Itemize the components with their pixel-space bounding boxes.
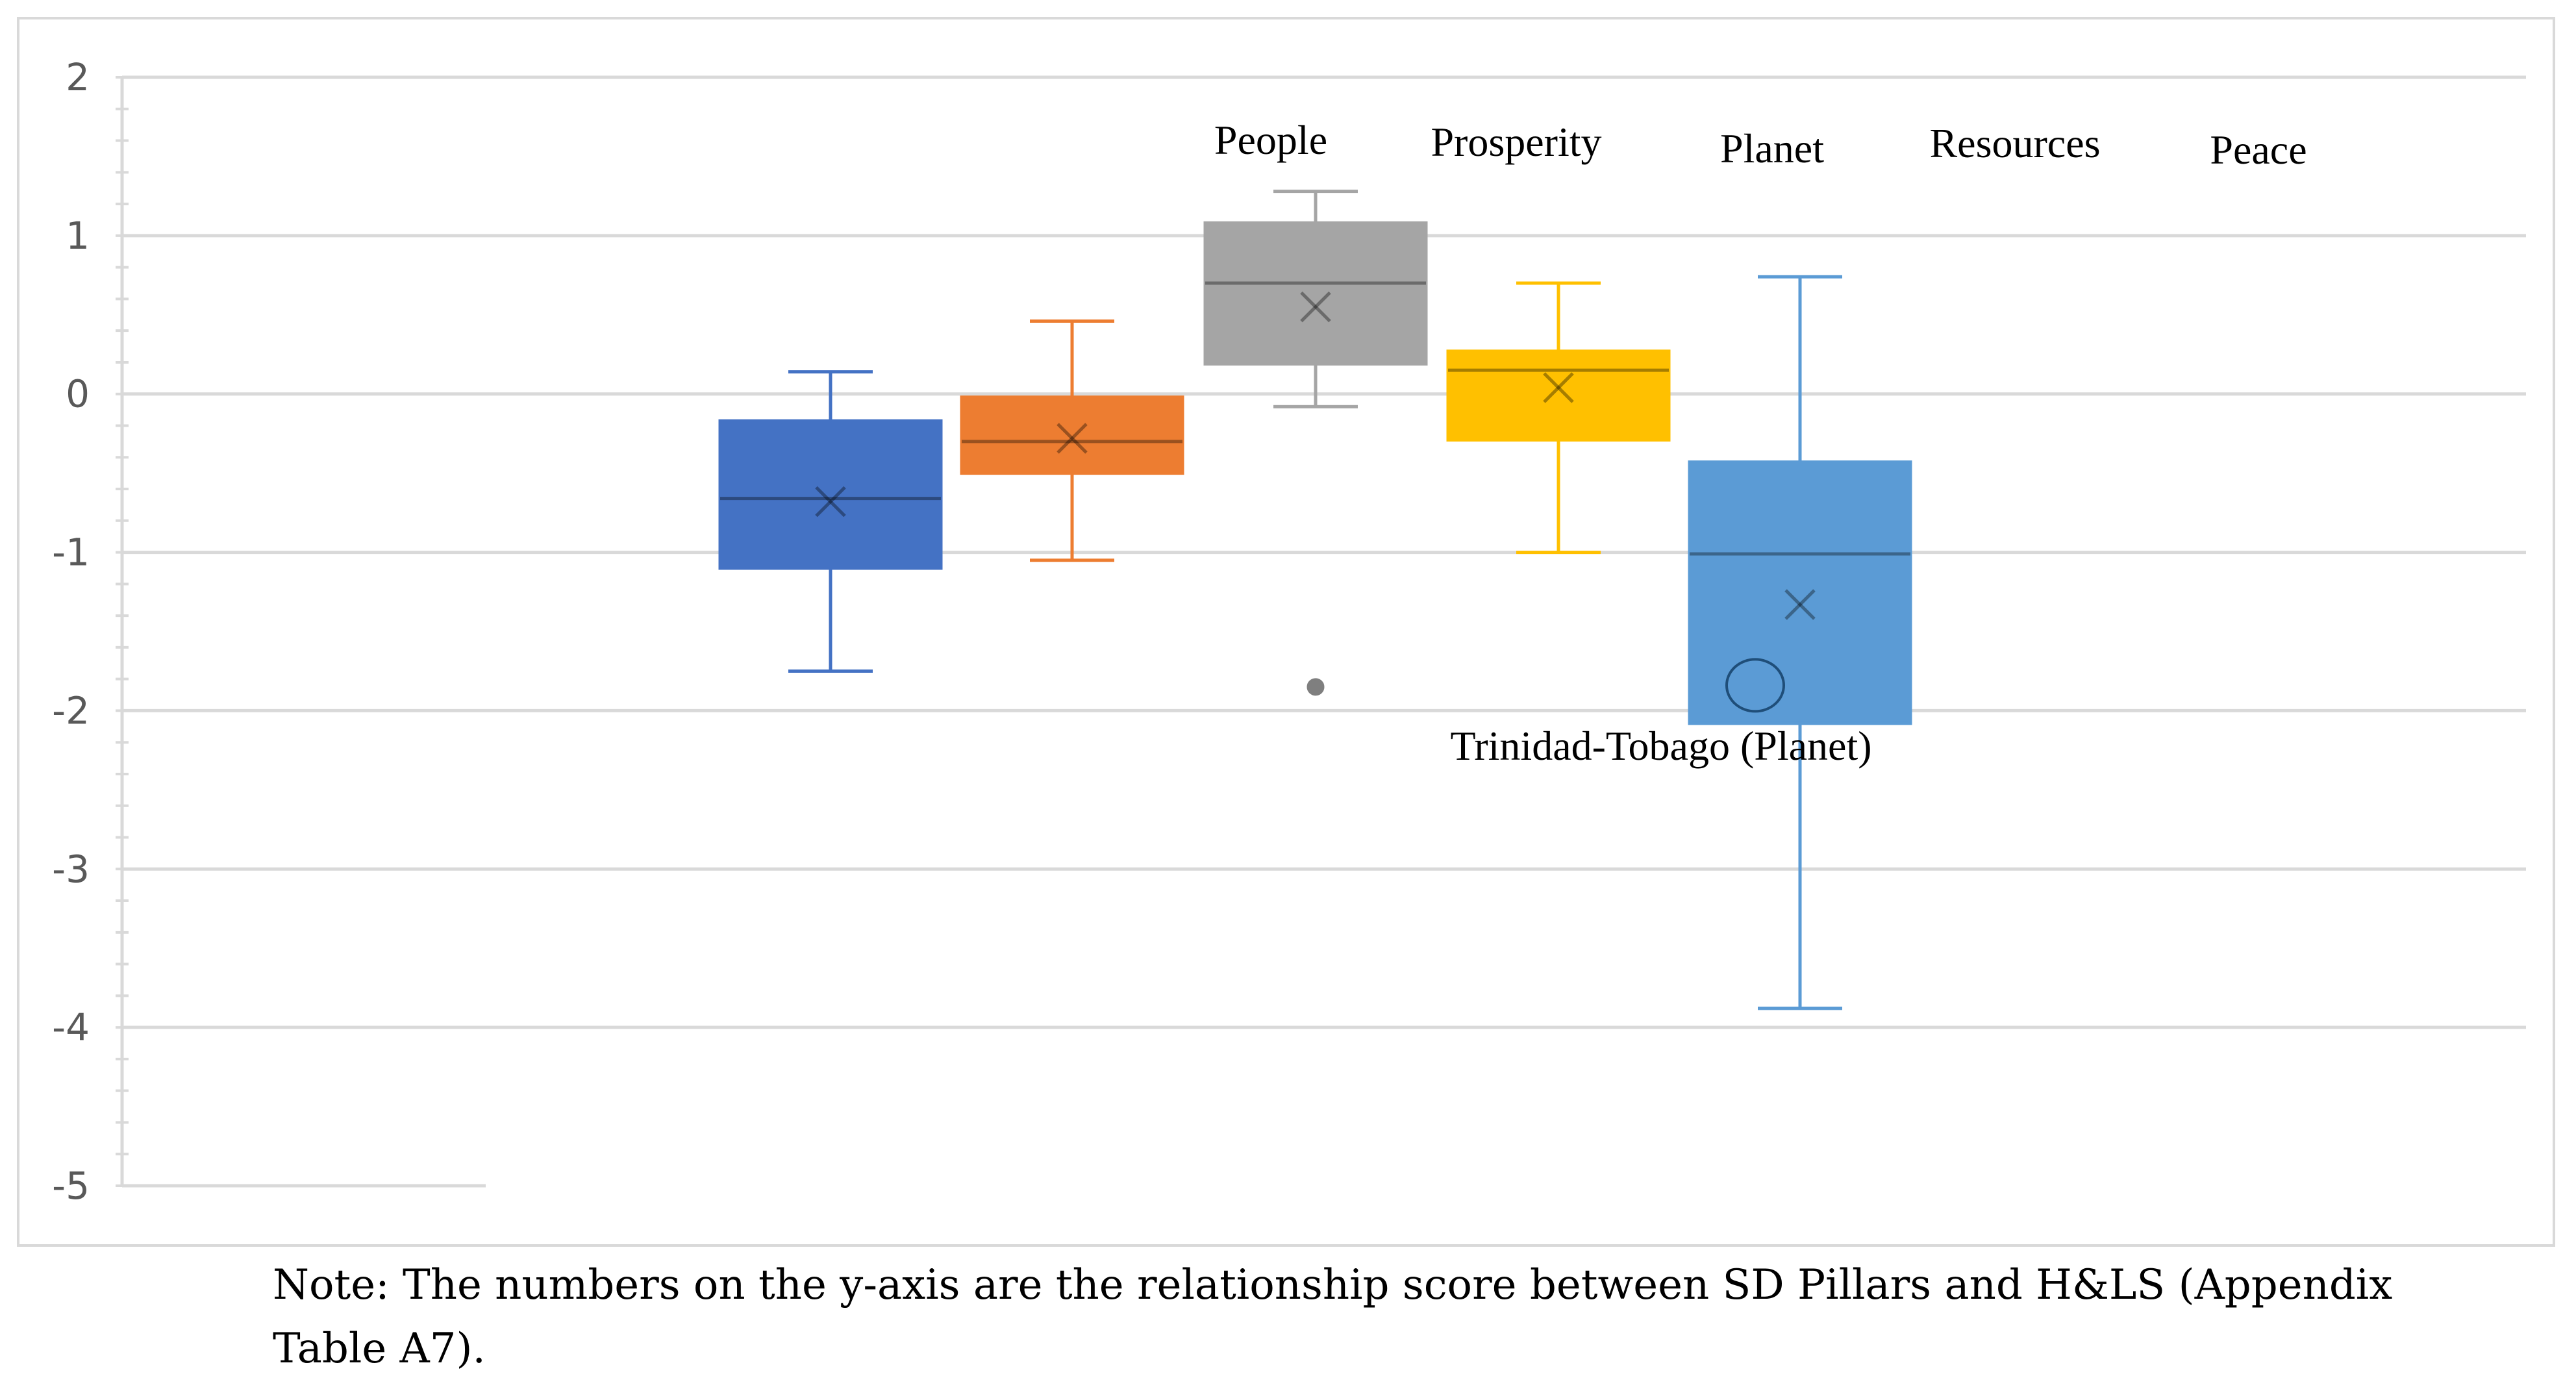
box-4	[1446, 281, 1671, 555]
category-label: Peace	[2210, 127, 2307, 173]
box-5	[1688, 275, 1912, 1010]
y-tick-label: -3	[52, 847, 90, 891]
box-body	[1446, 349, 1671, 442]
mean-marker	[1543, 372, 1574, 403]
category-label: Planet	[1720, 125, 1824, 171]
outlier-point	[1307, 678, 1325, 696]
mean-marker	[1057, 423, 1088, 454]
annotation-label: Trinidad-Tobago (Planet)	[1450, 723, 1871, 769]
y-axis: 2 1 0 -1 -2 -3 -4 -5	[52, 55, 129, 1208]
category-label: Resources	[1929, 120, 2100, 166]
category-labels: People Prosperity Planet Resources Peace	[1214, 117, 2307, 173]
box-3	[1203, 190, 1428, 696]
box-2	[960, 319, 1184, 562]
mean-marker	[1543, 372, 1574, 403]
highlight-circle	[1725, 658, 1785, 713]
box-1	[718, 370, 943, 673]
gridlines	[122, 75, 2526, 1188]
y-tick-label: 2	[66, 55, 90, 99]
category-label: People	[1214, 117, 1327, 163]
category-label: Prosperity	[1431, 119, 1601, 165]
y-tick-label: 1	[66, 214, 90, 258]
y-tick-label: -4	[52, 1005, 90, 1049]
mean-marker	[1057, 423, 1088, 454]
figure-note: Note: The numbers on the y-axis are the …	[273, 1261, 2393, 1373]
mean-marker	[1784, 589, 1816, 620]
box-body	[718, 419, 943, 570]
outlier-annotation: Trinidad-Tobago (Planet)	[1450, 658, 1872, 769]
box-body	[1203, 221, 1428, 366]
mean-marker	[815, 486, 846, 518]
mean-marker	[815, 486, 846, 518]
box-body	[1688, 460, 1912, 725]
chart-area-border	[17, 17, 2555, 1247]
mean-marker	[1300, 291, 1331, 323]
box-body	[960, 395, 1184, 475]
y-tick-label: 0	[66, 372, 90, 416]
mean-marker	[1784, 589, 1816, 620]
y-tick-label: -5	[52, 1164, 90, 1208]
mean-marker	[1300, 291, 1331, 323]
y-tick-label: -1	[52, 531, 90, 575]
box-series	[718, 190, 1912, 1010]
y-tick-label: -2	[52, 688, 90, 732]
